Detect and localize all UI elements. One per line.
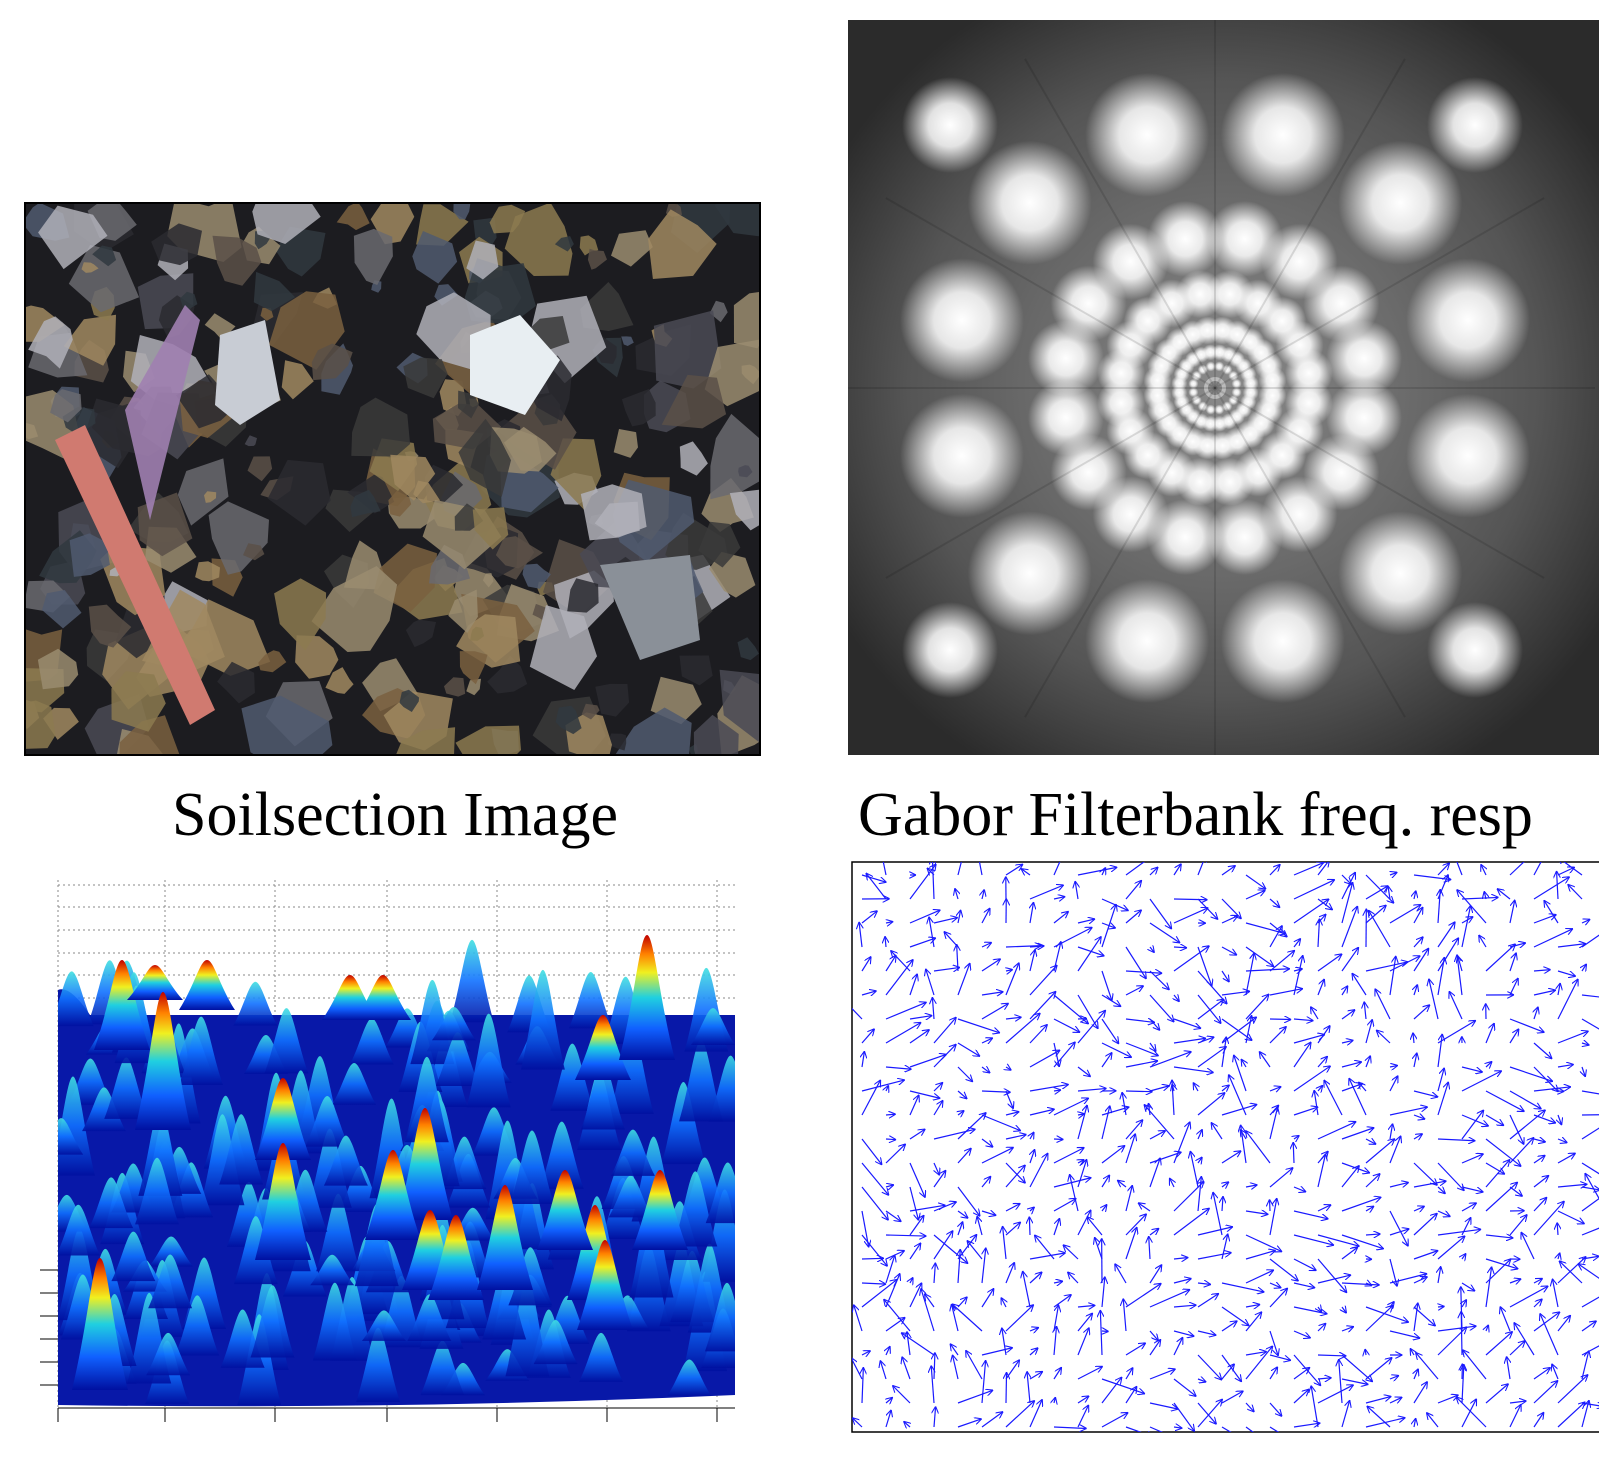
filter-blob: [968, 141, 1092, 265]
filter-blob: [1221, 579, 1345, 703]
arrow: [1174, 899, 1208, 900]
filter-blob: [900, 394, 1024, 518]
surface-bump: [50, 971, 94, 1026]
surface-bump: [233, 982, 277, 1026]
filter-blob: [902, 77, 998, 173]
arrow: [1126, 1091, 1153, 1092]
filter-blob: [902, 602, 998, 698]
caption: Soilsection Image: [172, 781, 618, 849]
arrow: [1006, 1372, 1007, 1403]
arrow: [1270, 1019, 1291, 1020]
filter-blob: [1427, 602, 1523, 698]
filter-blob: [1085, 579, 1209, 703]
caption: Gabor Filterbank freq. resp: [858, 781, 1533, 849]
plot-frame: [852, 862, 1599, 1432]
filter-blob: [1406, 394, 1530, 518]
arrow: [1174, 947, 1187, 948]
arrow: [1461, 1311, 1462, 1355]
gabor-response-image: [835, 8, 1599, 768]
arrow: [1270, 1199, 1271, 1211]
filter-blob: [1259, 366, 1287, 394]
arrow: [1557, 1222, 1558, 1235]
filter-blob: [1427, 77, 1523, 173]
filter-blob: [1085, 73, 1209, 197]
filter-blob: [900, 258, 1024, 382]
arrow: [1029, 1217, 1030, 1235]
filter-blob: [968, 511, 1092, 635]
arrow: [862, 1258, 884, 1259]
arrow: [1293, 1142, 1294, 1163]
quiver-plot: [831, 837, 1599, 1448]
filter-blob: [1406, 258, 1530, 382]
surface: [39, 935, 752, 1406]
surface-plot: [39, 880, 752, 1422]
surface-peak: [179, 960, 235, 1010]
arrow: [1438, 1306, 1445, 1307]
soilsection-image: [0, 174, 802, 797]
arrow: [886, 1139, 896, 1140]
figure: Soilsection Image Gabor Filterbank freq.…: [0, 0, 1599, 1461]
filter-blob: [1285, 349, 1333, 397]
grain: [5, 701, 56, 750]
filter-blob: [1326, 320, 1402, 396]
filter-blob: [1221, 73, 1345, 197]
